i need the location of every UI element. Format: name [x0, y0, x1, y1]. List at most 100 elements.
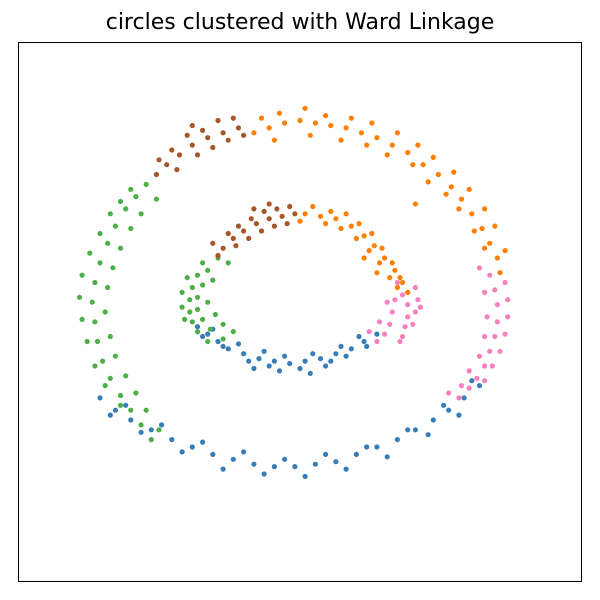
- point-s2-22: [212, 311, 218, 318]
- point-s0-12: [361, 338, 367, 345]
- point-s4-12: [287, 203, 293, 210]
- point-s1-73: [412, 201, 418, 207]
- point-s1-17: [397, 275, 403, 281]
- point-s1-40: [435, 171, 441, 178]
- point-s2-58: [110, 265, 116, 271]
- point-s2-33: [89, 299, 95, 305]
- point-s1-54: [394, 130, 400, 136]
- point-s4-31: [200, 127, 206, 133]
- point-s2-20: [210, 277, 216, 283]
- point-s3-39: [484, 314, 490, 320]
- point-s1-11: [328, 208, 334, 214]
- point-s0-68: [282, 456, 288, 462]
- point-s2-65: [143, 407, 149, 413]
- point-s3-15: [374, 338, 380, 345]
- point-s3-42: [466, 368, 472, 374]
- point-s3-40: [482, 333, 488, 340]
- point-s3-4: [399, 333, 406, 340]
- point-s3-18: [397, 338, 403, 345]
- point-s2-9: [205, 267, 211, 273]
- point-s1-5: [371, 243, 377, 249]
- point-s2-25: [230, 329, 236, 335]
- point-s0-21: [364, 343, 370, 349]
- point-s2-4: [187, 309, 193, 315]
- point-s2-5: [189, 319, 195, 325]
- point-s4-21: [266, 201, 272, 207]
- point-s1-29: [266, 125, 272, 131]
- point-s3-6: [392, 297, 398, 303]
- point-s3-23: [494, 319, 500, 325]
- point-s4-39: [156, 157, 162, 163]
- point-s2-52: [102, 383, 108, 389]
- point-s3-36: [482, 378, 488, 384]
- point-s0-27: [338, 343, 344, 349]
- point-s2-1: [194, 272, 201, 278]
- point-s0-64: [123, 402, 129, 408]
- point-s1-6: [382, 255, 388, 261]
- point-s0-52: [461, 395, 467, 401]
- point-s3-14: [376, 319, 383, 325]
- point-s2-63: [123, 373, 129, 379]
- point-s1-63: [307, 132, 313, 138]
- point-s0-6: [271, 358, 277, 364]
- point-s1-21: [366, 248, 372, 254]
- point-s0-59: [302, 473, 308, 480]
- point-s1-30: [282, 120, 288, 126]
- point-s2-41: [148, 437, 154, 443]
- point-s0-45: [333, 459, 339, 465]
- point-s3-31: [505, 297, 511, 303]
- point-s2-26: [143, 181, 149, 187]
- point-s2-35: [94, 338, 101, 345]
- point-s4-5: [279, 213, 285, 219]
- point-s0-11: [348, 346, 354, 352]
- point-s4-40: [189, 122, 195, 129]
- point-s2-40: [138, 422, 144, 428]
- point-s2-64: [133, 390, 139, 396]
- point-s2-49: [79, 316, 85, 322]
- point-s4-0: [220, 245, 226, 251]
- point-s2-38: [117, 392, 124, 399]
- point-s1-58: [466, 186, 472, 192]
- point-s1-20: [353, 235, 359, 241]
- point-s4-34: [174, 167, 180, 173]
- point-s0-9: [317, 356, 324, 362]
- point-s1-31: [297, 117, 303, 124]
- point-s0-62: [425, 432, 431, 438]
- point-s2-53: [117, 402, 124, 408]
- point-s4-37: [225, 137, 231, 143]
- point-s0-54: [107, 412, 113, 418]
- point-s0-70: [364, 444, 370, 450]
- point-s4-1: [230, 235, 236, 241]
- point-s1-55: [415, 142, 421, 148]
- point-s3-27: [474, 375, 480, 381]
- point-s0-47: [374, 444, 380, 450]
- point-s2-46: [87, 250, 93, 256]
- point-s0-71: [405, 427, 411, 433]
- point-s2-32: [92, 279, 98, 286]
- point-s3-37: [476, 265, 483, 271]
- point-s1-13: [356, 221, 362, 227]
- point-s1-47: [497, 270, 503, 276]
- point-s1-23: [387, 275, 393, 281]
- point-s4-29: [169, 147, 175, 153]
- chart-title: circles clustered with Ward Linkage: [105, 10, 495, 35]
- point-s2-28: [123, 206, 129, 212]
- point-s4-23: [176, 152, 183, 158]
- point-s1-28: [251, 130, 257, 136]
- point-s0-58: [261, 471, 267, 477]
- point-s1-34: [343, 125, 349, 131]
- point-s1-61: [502, 248, 508, 254]
- series-2: [76, 181, 236, 443]
- point-s2-47: [79, 272, 85, 278]
- point-s2-2: [189, 284, 195, 291]
- point-s4-27: [235, 125, 242, 131]
- point-s1-52: [348, 115, 354, 121]
- point-s2-42: [128, 186, 134, 192]
- point-s3-0: [399, 292, 406, 298]
- point-s2-29: [112, 223, 118, 229]
- point-s3-8: [387, 321, 393, 327]
- point-s1-67: [410, 162, 416, 168]
- point-s2-12: [194, 306, 201, 313]
- point-s0-7: [287, 360, 293, 367]
- point-s0-18: [297, 365, 303, 372]
